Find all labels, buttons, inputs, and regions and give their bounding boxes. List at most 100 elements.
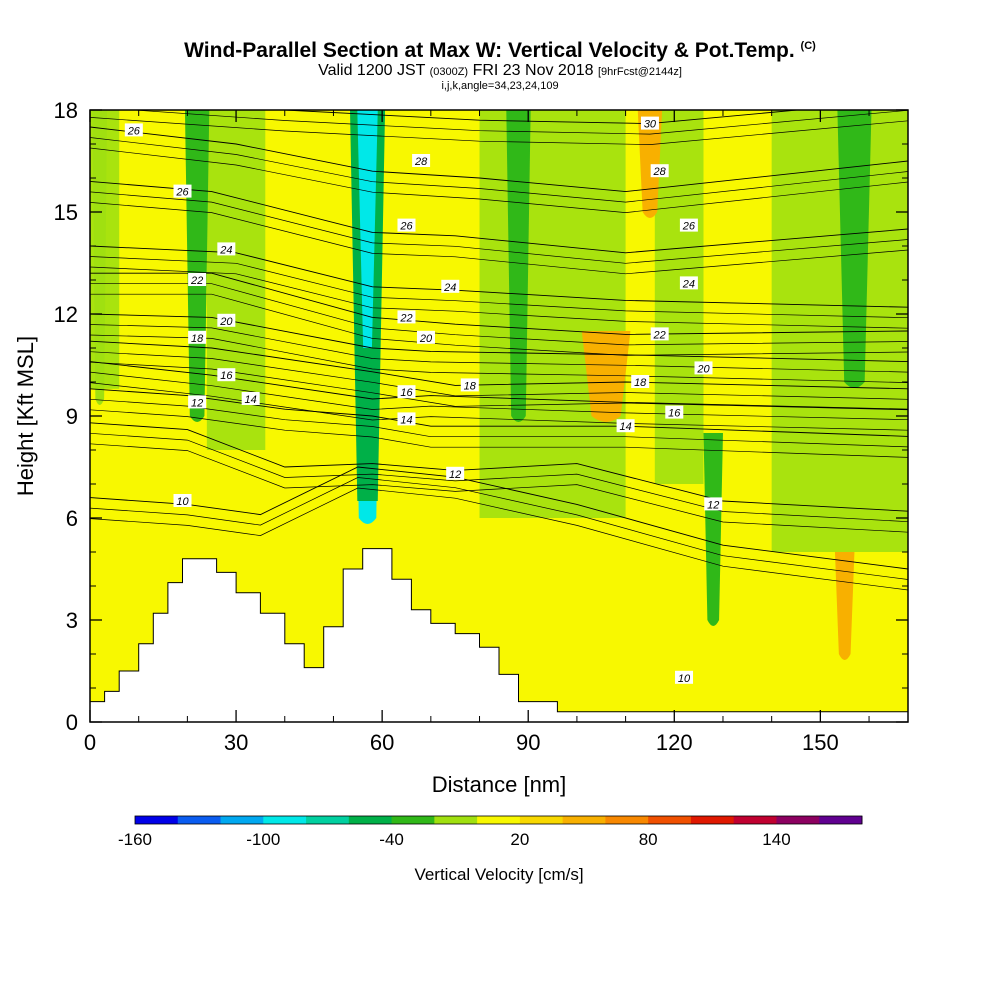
contour-label: 24 xyxy=(441,279,460,294)
colorbar-label: -160 xyxy=(118,830,152,849)
contour-label-text: 14 xyxy=(245,394,257,406)
contour-label-box xyxy=(188,395,207,409)
chart-title-main: Wind-Parallel Section at Max W: Vertical… xyxy=(184,39,795,62)
contour-label-text: 10 xyxy=(176,496,189,508)
contour-label: 26 xyxy=(679,218,698,233)
contour-label: 16 xyxy=(665,405,684,420)
colorbar-label: 140 xyxy=(762,830,790,849)
contour-label: 12 xyxy=(188,395,207,409)
contour-label-box xyxy=(665,405,684,419)
contour-label-text: 26 xyxy=(127,125,141,137)
theta-contour-minor xyxy=(90,137,908,203)
colorbar: -160 -100 -40 20 80 140 xyxy=(118,815,863,849)
contour-label-box xyxy=(173,494,192,507)
colorbar-label: 20 xyxy=(510,830,529,849)
colorbar-label: -100 xyxy=(246,830,280,849)
theta-contour-minor xyxy=(90,117,908,145)
contour-label-box xyxy=(217,368,236,382)
y-tick-label: 12 xyxy=(54,302,78,327)
colorbar-swatch xyxy=(776,816,820,824)
contour-label-box xyxy=(679,218,698,232)
contour-label-box xyxy=(397,310,416,324)
contour-label-box xyxy=(397,218,416,232)
contour-label-text: 14 xyxy=(619,421,631,433)
contour-label: 10 xyxy=(173,494,192,508)
colorbar-swatch xyxy=(391,816,435,824)
contour-label-text: 28 xyxy=(653,166,667,178)
terrain-profile xyxy=(90,548,908,722)
contour-label-box xyxy=(631,375,650,388)
contour-label-box xyxy=(640,116,659,130)
colorbar-swatch xyxy=(605,816,649,824)
contour-label: 28 xyxy=(412,154,431,168)
theta-contour-minor xyxy=(90,147,908,213)
chart-subtitle: Valid 1200 JST (0300Z) FRI 23 Nov 2018 [… xyxy=(0,63,1000,80)
contour-label-text: 12 xyxy=(449,469,461,481)
contour-label: 28 xyxy=(650,164,669,178)
contour-label-text: 10 xyxy=(678,673,691,685)
contour-label: 14 xyxy=(241,392,260,406)
theta-contour-12 xyxy=(90,422,908,512)
theta-contour-24 xyxy=(90,245,908,308)
theta-contour-minor xyxy=(90,324,908,373)
y-tick-label: 9 xyxy=(66,404,78,429)
contour-label: 16 xyxy=(397,385,416,399)
colorbar-title: Vertical Velocity [cm/s] xyxy=(414,865,583,884)
colorbar-swatch xyxy=(434,816,478,824)
theta-contour-minor xyxy=(90,487,908,591)
contour-label-text: 22 xyxy=(653,329,666,341)
contour-label: 30 xyxy=(640,116,659,131)
velocity-band xyxy=(506,110,531,422)
contour-label-box xyxy=(217,313,236,327)
theta-contour-minor xyxy=(90,256,908,319)
colorbar-label: 80 xyxy=(639,830,658,849)
velocity-band xyxy=(637,110,663,218)
theta-contour-28 xyxy=(90,126,908,193)
section-params: i,j,k,angle=34,23,24,109 xyxy=(441,80,559,92)
colorbar-swatch xyxy=(177,816,222,824)
contour-label: 20 xyxy=(416,330,435,345)
colorbar-swatch xyxy=(519,816,564,824)
colorbar-label: -40 xyxy=(379,830,404,849)
contour-label: 20 xyxy=(694,361,713,375)
contour-label-text: 26 xyxy=(682,221,696,233)
contour-label-text: 18 xyxy=(464,380,477,392)
chart-title: Wind-Parallel Section at Max W: Vertical… xyxy=(0,34,1000,63)
colorbar-swatch xyxy=(348,816,393,824)
valid-date: FRI 23 Nov 2018 xyxy=(472,62,594,79)
contour-label-box xyxy=(616,419,635,433)
x-tick-label: 90 xyxy=(516,730,540,755)
contour-label-box xyxy=(416,330,435,344)
contour-label-box xyxy=(412,154,431,167)
chart-title-block: Wind-Parallel Section at Max W: Vertical… xyxy=(0,34,1000,92)
contour-label-text: 24 xyxy=(219,244,232,256)
contour-label-box xyxy=(124,123,143,137)
theta-contour-minor xyxy=(90,398,908,448)
contour-label: 26 xyxy=(124,123,143,137)
contour-label: 18 xyxy=(188,330,207,345)
velocity-band xyxy=(837,110,872,388)
contour-label-box xyxy=(241,392,260,405)
colorbar-swatch xyxy=(220,816,264,824)
y-tick-label: 6 xyxy=(66,506,78,531)
contour-label-text: 16 xyxy=(400,387,413,399)
contour-label-box xyxy=(679,276,698,290)
contour-label-box xyxy=(441,279,460,293)
contour-label-text: 28 xyxy=(414,156,428,168)
contour-label-text: 20 xyxy=(419,333,433,345)
colorbar-frame xyxy=(134,815,863,825)
contour-label-text: 16 xyxy=(668,408,681,420)
colorbar-swatch xyxy=(477,816,521,824)
x-tick-label: 0 xyxy=(84,730,96,755)
colorbar-swatch xyxy=(819,816,863,824)
forecast-info: [9hrFcst@2144z] xyxy=(597,66,682,78)
contour-label-box xyxy=(446,466,465,480)
y-axis-label: Height [Kft MSL] xyxy=(13,336,38,496)
contour-label-text: 16 xyxy=(220,370,233,382)
colorbar-swatch xyxy=(263,816,307,824)
contour-label-box xyxy=(397,412,416,426)
contour-label-box xyxy=(704,497,723,511)
contour-label-text: 20 xyxy=(219,316,233,328)
contour-label-text: 30 xyxy=(644,119,657,131)
colorbar-swatch xyxy=(306,816,350,824)
